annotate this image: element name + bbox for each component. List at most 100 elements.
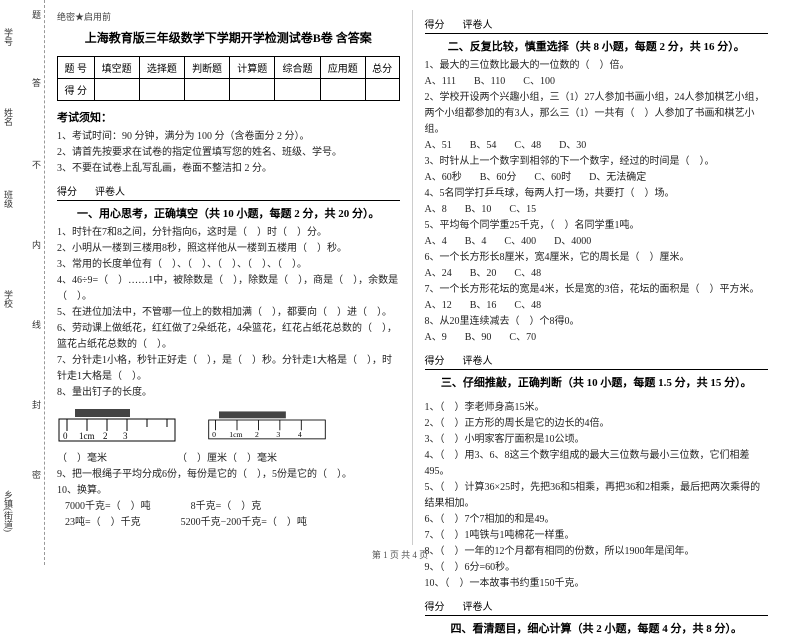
svg-text:3: 3 bbox=[276, 430, 280, 439]
th: 计算题 bbox=[230, 57, 275, 79]
q: 10、（ ）一本故事书约重150千克。 bbox=[425, 576, 769, 592]
opt: B、20 bbox=[470, 266, 497, 282]
opt: C、400 bbox=[504, 234, 536, 250]
opts: A、51B、54C、48D、30 bbox=[425, 138, 769, 154]
section3-title: 三、仔细推敲，正确判断（共 10 小题，每题 1.5 分，共 15 分）。 bbox=[425, 374, 769, 390]
svg-text:0: 0 bbox=[63, 431, 68, 441]
score-label: 得分 bbox=[425, 598, 445, 613]
opt: C、48 bbox=[514, 298, 541, 314]
q: 4、（ ）用3、6、8这三个数字组成的最大三位数与最小三位数，它们相差495。 bbox=[425, 448, 769, 480]
q: 6、一个长方形长8厘米，宽4厘米，它的周长是（ ）厘米。 bbox=[425, 250, 769, 266]
opt: D、无法确定 bbox=[589, 170, 646, 186]
q: 4、46÷9=（ ）……1中，被除数是（ ），除数是（ ），商是（ ），余数是（… bbox=[57, 273, 400, 305]
opt: A、111 bbox=[425, 74, 456, 90]
svg-text:1cm: 1cm bbox=[229, 430, 242, 439]
grader-label: 评卷人 bbox=[463, 16, 493, 31]
svg-text:2: 2 bbox=[255, 430, 259, 439]
opt: B、60分 bbox=[480, 170, 517, 186]
opt: A、12 bbox=[425, 298, 452, 314]
bind-label: 乡镇(街道) bbox=[2, 490, 15, 532]
notice-title: 考试须知： bbox=[57, 109, 400, 125]
td bbox=[275, 79, 320, 101]
td bbox=[184, 79, 229, 101]
q: 9、（ ）6分=60秒。 bbox=[425, 560, 769, 576]
grader-label: 评卷人 bbox=[463, 598, 493, 613]
notice-item: 1、考试时间：90 分钟，满分为 100 分（含卷面分 2 分）。 bbox=[57, 129, 400, 145]
opt: C、70 bbox=[509, 330, 536, 346]
q: 6、劳动课上做纸花，红红做了2朵纸花，4朵篮花，红花占纸花总数的（ ），篮花占纸… bbox=[57, 321, 400, 353]
td bbox=[365, 79, 399, 101]
th: 选择题 bbox=[139, 57, 184, 79]
th: 综合题 bbox=[275, 57, 320, 79]
q: 3、（ ）小明家客厅面积是10公顷。 bbox=[425, 432, 769, 448]
q: 7000千克=（ ）吨 8千克=（ ）克 bbox=[57, 499, 400, 515]
right-column: 得分 评卷人 二、反复比较，慎重选择（共 8 小题，每题 2 分，共 16 分）… bbox=[413, 10, 781, 545]
opts: A、12 B、16 C、48 bbox=[425, 298, 769, 314]
bind-marker: 题 bbox=[30, 10, 43, 19]
score-label: 得分 bbox=[425, 352, 445, 367]
opts: A、9 B、90 C、70 bbox=[425, 330, 769, 346]
score-label: 得分 bbox=[425, 16, 445, 31]
exam-title: 上海教育版三年级数学下学期开学检测试卷B卷 含答案 bbox=[57, 29, 400, 46]
bind-marker: 封 bbox=[30, 400, 43, 409]
q: 9、把一根绳子平均分成6份，每份是它的（ ），5份是它的（ ）。 bbox=[57, 467, 400, 483]
table-row: 题 号 填空题 选择题 判断题 计算题 综合题 应用题 总分 bbox=[58, 57, 400, 79]
q: 3、时针从上一个数字到相邻的下一个数字，经过的时间是（ ）。 bbox=[425, 154, 769, 170]
q: 3、常用的长度单位有（ ）、（ ）、（ ）、（ ）、（ ）。 bbox=[57, 257, 400, 273]
q: 6、（ ）7个7相加的和是49。 bbox=[425, 512, 769, 528]
ruler-left-icon: 0 1cm 2 3 bbox=[57, 407, 177, 445]
bind-label: 班级 bbox=[2, 190, 15, 208]
th: 应用题 bbox=[320, 57, 365, 79]
section-score-row: 得分 评卷人 bbox=[425, 596, 769, 616]
q: 10、换算。 bbox=[57, 483, 400, 499]
bind-marker: 线 bbox=[30, 320, 43, 329]
td bbox=[94, 79, 139, 101]
bind-marker: 答 bbox=[30, 78, 43, 87]
opt: C、15 bbox=[509, 202, 536, 218]
opt: C、48 bbox=[514, 266, 541, 282]
th: 判断题 bbox=[184, 57, 229, 79]
svg-text:3: 3 bbox=[123, 431, 128, 441]
opt: A、9 bbox=[425, 330, 447, 346]
svg-text:4: 4 bbox=[298, 430, 302, 439]
td bbox=[320, 79, 365, 101]
q: 7、一个长方形花坛的宽是4米，长是宽的3倍，花坛的面积是（ ）平方米。 bbox=[425, 282, 769, 298]
opt: D、30 bbox=[559, 138, 586, 154]
opt: B、110 bbox=[474, 74, 505, 90]
opt: B、16 bbox=[470, 298, 497, 314]
ruler-label: （ ）毫米 bbox=[57, 451, 107, 467]
svg-text:0: 0 bbox=[212, 430, 216, 439]
ruler-figures: 0 1cm 2 3 0 1cm 2 3 4 bbox=[57, 407, 400, 445]
page-footer: 第 1 页 共 4 页 bbox=[0, 548, 800, 561]
q: 7、（ ）1吨铁与1吨棉花一样重。 bbox=[425, 528, 769, 544]
opt: A、51 bbox=[425, 138, 452, 154]
page-content: 绝密★启用前 上海教育版三年级数学下学期开学检测试卷B卷 含答案 题 号 填空题… bbox=[0, 0, 800, 565]
score-label: 得分 bbox=[57, 183, 77, 198]
opt: C、60时 bbox=[534, 170, 571, 186]
secrecy-label: 绝密★启用前 bbox=[57, 10, 400, 23]
bind-label: 学号 bbox=[2, 28, 15, 46]
opt: A、4 bbox=[425, 234, 447, 250]
td bbox=[139, 79, 184, 101]
opt: C、100 bbox=[523, 74, 555, 90]
opt: A、24 bbox=[425, 266, 452, 282]
opt: D、4000 bbox=[554, 234, 591, 250]
opt: C、48 bbox=[514, 138, 541, 154]
th: 题 号 bbox=[58, 57, 95, 79]
q: 23吨=（ ）千克 5200千克−200千克=（ ）吨 bbox=[57, 515, 400, 531]
opt: B、90 bbox=[465, 330, 492, 346]
q: 8、从20里连续减去（ ）个8得0。 bbox=[425, 314, 769, 330]
td bbox=[230, 79, 275, 101]
opt: B、10 bbox=[465, 202, 492, 218]
opt: A、8 bbox=[425, 202, 447, 218]
q: 1、（ ）李老师身高15米。 bbox=[425, 400, 769, 416]
grader-label: 评卷人 bbox=[95, 183, 125, 198]
q: 5、平均每个同学重25千克，（ ）名同学重1吨。 bbox=[425, 218, 769, 234]
svg-text:2: 2 bbox=[103, 431, 108, 441]
bind-label: 学校 bbox=[2, 290, 15, 308]
opt: A、60秒 bbox=[425, 170, 462, 186]
opts: A、8 B、10 C、15 bbox=[425, 202, 769, 218]
section-score-row: 得分 评卷人 bbox=[425, 14, 769, 34]
notice-item: 2、请首先按要求在试卷的指定位置填写您的姓名、班级、学号。 bbox=[57, 145, 400, 161]
score-summary-table: 题 号 填空题 选择题 判断题 计算题 综合题 应用题 总分 得 分 bbox=[57, 56, 400, 101]
